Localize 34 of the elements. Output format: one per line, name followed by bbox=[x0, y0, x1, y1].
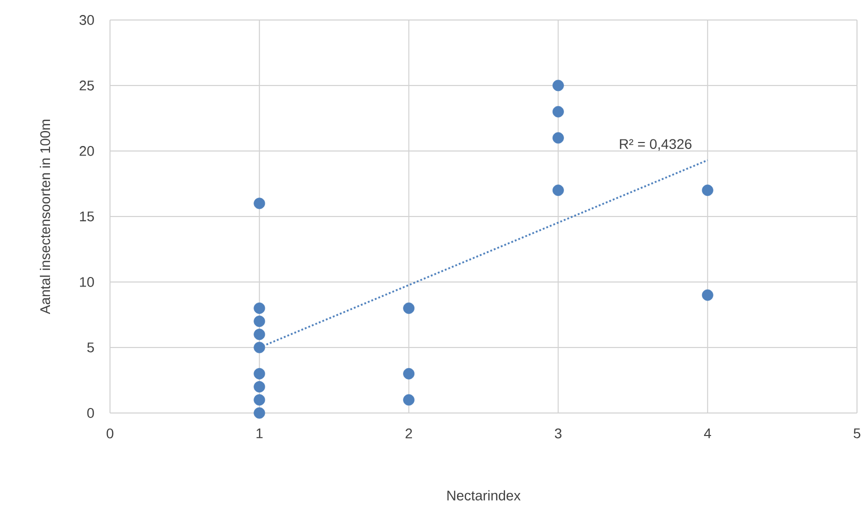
point bbox=[254, 302, 266, 314]
y-tick-label: 20 bbox=[80, 146, 94, 156]
point bbox=[702, 289, 714, 301]
x-tick-label: 3 bbox=[554, 428, 562, 438]
point bbox=[403, 394, 414, 406]
point bbox=[254, 198, 266, 210]
x-tick-label: 2 bbox=[406, 428, 412, 438]
y-tick-label: 5 bbox=[87, 342, 94, 352]
x-axis-title: Nectarindex bbox=[447, 490, 521, 500]
y-tick-label: 30 bbox=[79, 15, 94, 25]
point bbox=[702, 184, 714, 196]
point bbox=[254, 407, 266, 419]
y-tick-label: 25 bbox=[80, 80, 94, 90]
x-tick-label: 0 bbox=[106, 428, 114, 438]
y-axis-title: Aantal insectensoorten in 100m bbox=[40, 120, 50, 314]
point bbox=[552, 106, 564, 118]
point bbox=[254, 342, 266, 354]
x-tick-label: 1 bbox=[256, 428, 263, 438]
y-tick-label: 15 bbox=[80, 212, 94, 222]
point bbox=[254, 381, 266, 392]
point bbox=[403, 302, 414, 314]
point bbox=[403, 368, 414, 380]
y-tick-label: 0 bbox=[87, 408, 94, 418]
y-tick-label: 10 bbox=[80, 277, 94, 287]
x-tick-label: 5 bbox=[854, 428, 860, 438]
point bbox=[552, 184, 564, 196]
point bbox=[552, 132, 564, 144]
x-tick-label: 4 bbox=[704, 428, 712, 438]
point bbox=[254, 394, 266, 406]
point bbox=[254, 316, 266, 327]
point bbox=[552, 80, 564, 92]
point bbox=[254, 368, 266, 380]
point bbox=[254, 328, 266, 340]
annotation: R² = 0,4326 bbox=[620, 139, 692, 151]
